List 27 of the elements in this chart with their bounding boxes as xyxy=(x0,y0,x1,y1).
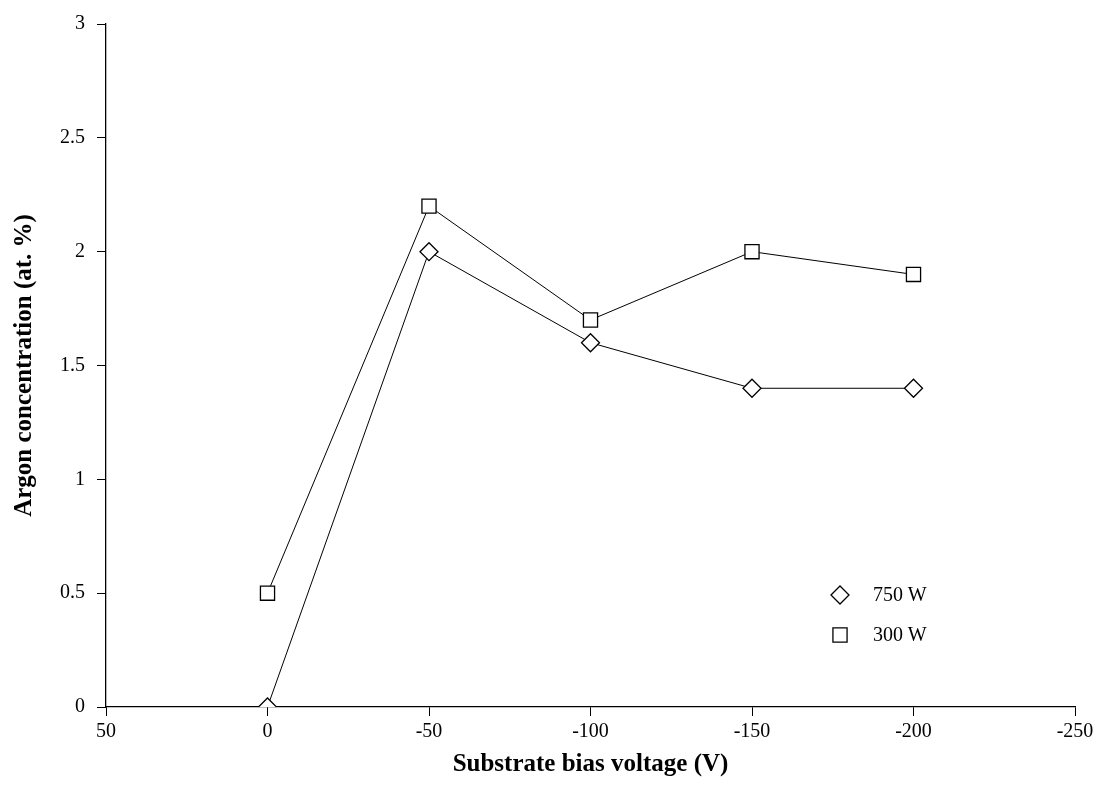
legend-label: 750 W xyxy=(873,583,927,606)
point xyxy=(421,198,437,214)
point xyxy=(419,242,439,262)
x-tick-label: -200 xyxy=(895,719,932,742)
x-tick-label: 50 xyxy=(96,719,116,742)
y-tick-label: 2 xyxy=(75,238,85,261)
point xyxy=(905,266,922,283)
y-tick-label: 1 xyxy=(75,466,85,489)
point xyxy=(744,243,760,260)
x-tick-label: -100 xyxy=(572,719,609,742)
y-tick-label: 1.5 xyxy=(60,352,85,375)
y-tick-label: 0.5 xyxy=(60,580,85,603)
x-axis-title: Substrate bias voltage (V) xyxy=(452,749,729,778)
x-tick-label: -150 xyxy=(733,719,771,742)
point xyxy=(742,378,762,398)
x-tick-label: 0 xyxy=(262,719,273,742)
point xyxy=(580,333,601,353)
legend-label: 300 W xyxy=(873,623,927,646)
point xyxy=(259,585,276,601)
point xyxy=(903,378,924,398)
y-tick-label: 3 xyxy=(75,11,85,34)
y-tick-label: 0 xyxy=(75,694,85,717)
x-tick-label: -250 xyxy=(1056,719,1094,742)
y-tick-label: 2.5 xyxy=(60,125,85,148)
y-axis-title: Argon concentration (at. %) xyxy=(9,214,38,517)
x-tick-label: -50 xyxy=(415,719,443,742)
point xyxy=(582,312,599,328)
